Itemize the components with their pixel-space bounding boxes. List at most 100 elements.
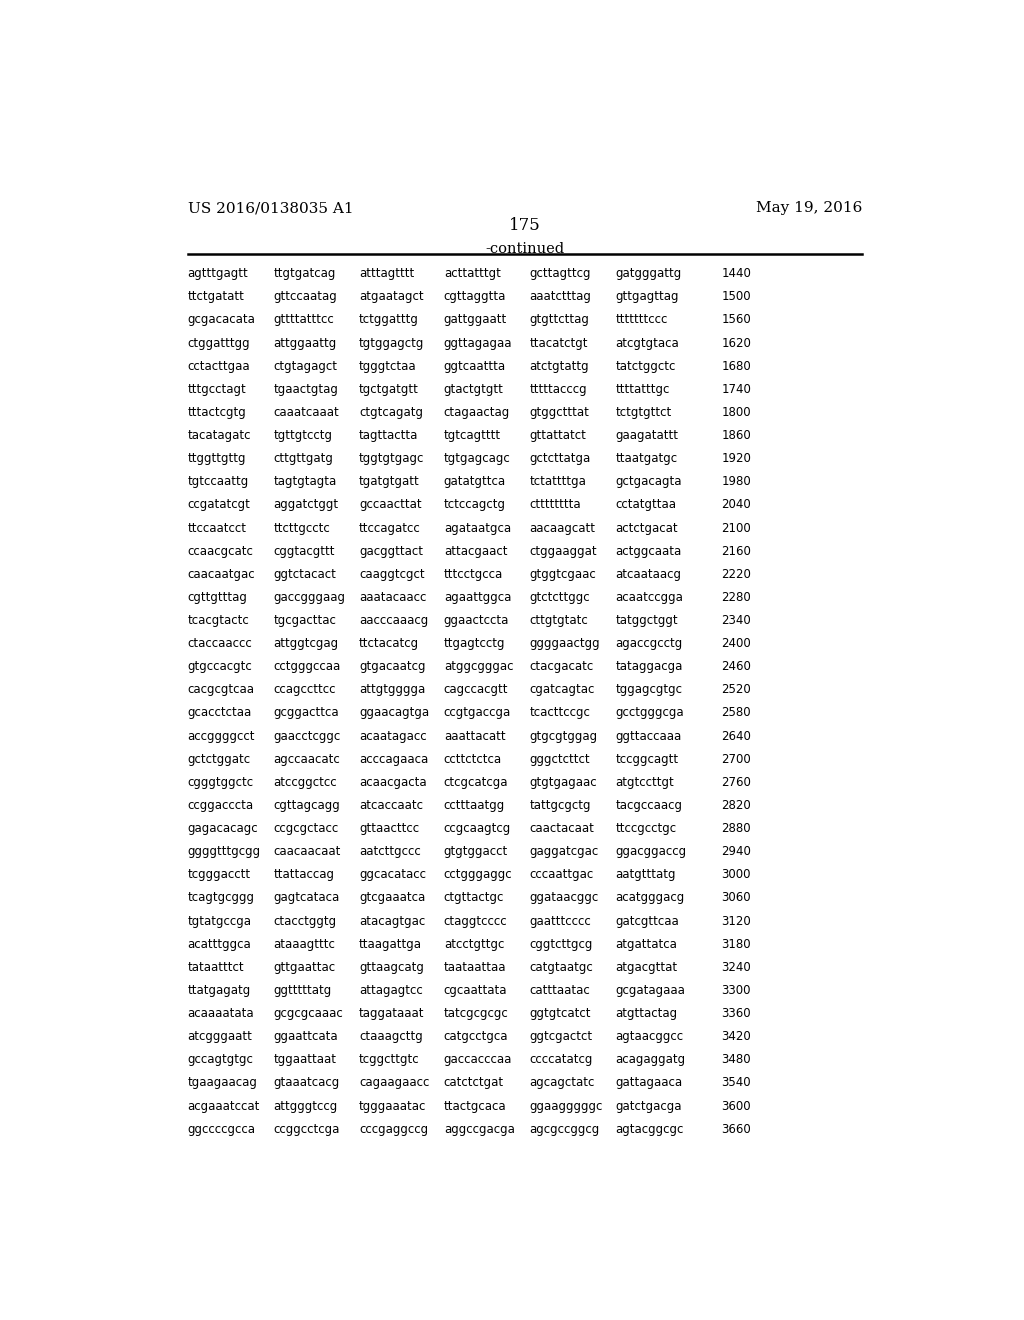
Text: ttaatgatgc: ttaatgatgc xyxy=(615,453,678,465)
Text: 2280: 2280 xyxy=(722,591,752,603)
Text: gttccaatag: gttccaatag xyxy=(273,290,337,304)
Text: taataattaa: taataattaa xyxy=(443,961,506,974)
Text: 2160: 2160 xyxy=(722,545,752,557)
Text: ctttttttta: ctttttttta xyxy=(529,499,582,511)
Text: attgggtccg: attgggtccg xyxy=(273,1100,338,1113)
Text: ttacatctgt: ttacatctgt xyxy=(529,337,588,350)
Text: ggaagggggc: ggaagggggc xyxy=(529,1100,603,1113)
Text: gccaacttat: gccaacttat xyxy=(359,499,422,511)
Text: tgtccaattg: tgtccaattg xyxy=(187,475,249,488)
Text: gtgcgtggag: gtgcgtggag xyxy=(529,730,598,743)
Text: 2460: 2460 xyxy=(722,660,752,673)
Text: gatatgttca: gatatgttca xyxy=(443,475,506,488)
Text: gatcgttcaa: gatcgttcaa xyxy=(615,915,679,928)
Text: gattggaatt: gattggaatt xyxy=(443,313,507,326)
Text: ccccatatcg: ccccatatcg xyxy=(529,1053,593,1067)
Text: tgaagaacag: tgaagaacag xyxy=(187,1077,257,1089)
Text: 2580: 2580 xyxy=(722,706,752,719)
Text: tattgcgctg: tattgcgctg xyxy=(529,799,591,812)
Text: aaatacaacc: aaatacaacc xyxy=(359,591,426,603)
Text: gttgagttag: gttgagttag xyxy=(615,290,679,304)
Text: atcgtgtaca: atcgtgtaca xyxy=(615,337,679,350)
Text: caaatcaaat: caaatcaaat xyxy=(273,405,339,418)
Text: ggataacggc: ggataacggc xyxy=(529,891,599,904)
Text: tgaactgtag: tgaactgtag xyxy=(273,383,338,396)
Text: tcacgtactc: tcacgtactc xyxy=(187,614,249,627)
Text: gttgaattac: gttgaattac xyxy=(273,961,335,974)
Text: tcgggacctt: tcgggacctt xyxy=(187,869,251,882)
Text: gtgacaatcg: gtgacaatcg xyxy=(359,660,425,673)
Text: ttccgcctgc: ttccgcctgc xyxy=(615,822,677,836)
Text: gagacacagc: gagacacagc xyxy=(187,822,258,836)
Text: tacgccaacg: tacgccaacg xyxy=(615,799,682,812)
Text: cgttaggtta: cgttaggtta xyxy=(443,290,506,304)
Text: gaccacccaa: gaccacccaa xyxy=(443,1053,512,1067)
Text: ggtttttatg: ggtttttatg xyxy=(273,983,332,997)
Text: cctacttgaa: cctacttgaa xyxy=(187,359,250,372)
Text: tgatgtgatt: tgatgtgatt xyxy=(359,475,420,488)
Text: actggcaata: actggcaata xyxy=(615,545,682,557)
Text: ttctacatcg: ttctacatcg xyxy=(359,638,419,651)
Text: cgttagcagg: cgttagcagg xyxy=(273,799,340,812)
Text: cacgcgtcaa: cacgcgtcaa xyxy=(187,684,255,697)
Text: ggtctacact: ggtctacact xyxy=(273,568,336,581)
Text: ggtcaattta: ggtcaattta xyxy=(443,359,506,372)
Text: tcagtgcggg: tcagtgcggg xyxy=(187,891,255,904)
Text: agtacggcgc: agtacggcgc xyxy=(615,1123,684,1135)
Text: cttgttgatg: cttgttgatg xyxy=(273,453,333,465)
Text: 2640: 2640 xyxy=(722,730,752,743)
Text: tggagcgtgc: tggagcgtgc xyxy=(615,684,682,697)
Text: tagttactta: tagttactta xyxy=(359,429,419,442)
Text: ctcgcatcga: ctcgcatcga xyxy=(443,776,508,789)
Text: aaatctttag: aaatctttag xyxy=(529,290,592,304)
Text: gacggttact: gacggttact xyxy=(359,545,423,557)
Text: gaatttcccc: gaatttcccc xyxy=(529,915,591,928)
Text: gtctcttggc: gtctcttggc xyxy=(529,591,590,603)
Text: tatggctggt: tatggctggt xyxy=(615,614,678,627)
Text: agcagctatc: agcagctatc xyxy=(529,1077,595,1089)
Text: acaacgacta: acaacgacta xyxy=(359,776,427,789)
Text: 3540: 3540 xyxy=(722,1077,752,1089)
Text: 2760: 2760 xyxy=(722,776,752,789)
Text: gtgtggacct: gtgtggacct xyxy=(443,845,508,858)
Text: acccagaaca: acccagaaca xyxy=(359,752,428,766)
Text: 175: 175 xyxy=(509,218,541,235)
Text: 3360: 3360 xyxy=(722,1007,752,1020)
Text: catgtaatgc: catgtaatgc xyxy=(529,961,593,974)
Text: ataaagtttc: ataaagtttc xyxy=(273,937,335,950)
Text: ctgttactgc: ctgttactgc xyxy=(443,891,504,904)
Text: ctagaactag: ctagaactag xyxy=(443,405,510,418)
Text: cccaattgac: cccaattgac xyxy=(529,869,594,882)
Text: catctctgat: catctctgat xyxy=(443,1077,504,1089)
Text: gatctgacga: gatctgacga xyxy=(615,1100,682,1113)
Text: ggtcgactct: ggtcgactct xyxy=(529,1030,593,1043)
Text: ttaagattga: ttaagattga xyxy=(359,937,422,950)
Text: gcggacttca: gcggacttca xyxy=(273,706,339,719)
Text: tggtgtgagc: tggtgtgagc xyxy=(359,453,424,465)
Text: ccgatatcgt: ccgatatcgt xyxy=(187,499,251,511)
Text: agataatgca: agataatgca xyxy=(443,521,511,535)
Text: actctgacat: actctgacat xyxy=(615,521,678,535)
Text: caaggtcgct: caaggtcgct xyxy=(359,568,425,581)
Text: atgttactag: atgttactag xyxy=(615,1007,678,1020)
Text: tctggatttg: tctggatttg xyxy=(359,313,419,326)
Text: gctgacagta: gctgacagta xyxy=(615,475,682,488)
Text: gaccgggaag: gaccgggaag xyxy=(273,591,345,603)
Text: tacatagatc: tacatagatc xyxy=(187,429,251,442)
Text: gttattatct: gttattatct xyxy=(529,429,587,442)
Text: gttaagcatg: gttaagcatg xyxy=(359,961,424,974)
Text: accggggcct: accggggcct xyxy=(187,730,255,743)
Text: taggataaat: taggataaat xyxy=(359,1007,424,1020)
Text: tgtatgccga: tgtatgccga xyxy=(187,915,252,928)
Text: catttaatac: catttaatac xyxy=(529,983,590,997)
Text: tgggtctaa: tgggtctaa xyxy=(359,359,417,372)
Text: cctgggaggc: cctgggaggc xyxy=(443,869,512,882)
Text: gtaaatcacg: gtaaatcacg xyxy=(273,1077,340,1089)
Text: gagtcataca: gagtcataca xyxy=(273,891,340,904)
Text: atacagtgac: atacagtgac xyxy=(359,915,425,928)
Text: ggacggaccg: ggacggaccg xyxy=(615,845,686,858)
Text: tgggaaatac: tgggaaatac xyxy=(359,1100,426,1113)
Text: tttttttccc: tttttttccc xyxy=(615,313,668,326)
Text: tataggacga: tataggacga xyxy=(615,660,683,673)
Text: 3480: 3480 xyxy=(722,1053,752,1067)
